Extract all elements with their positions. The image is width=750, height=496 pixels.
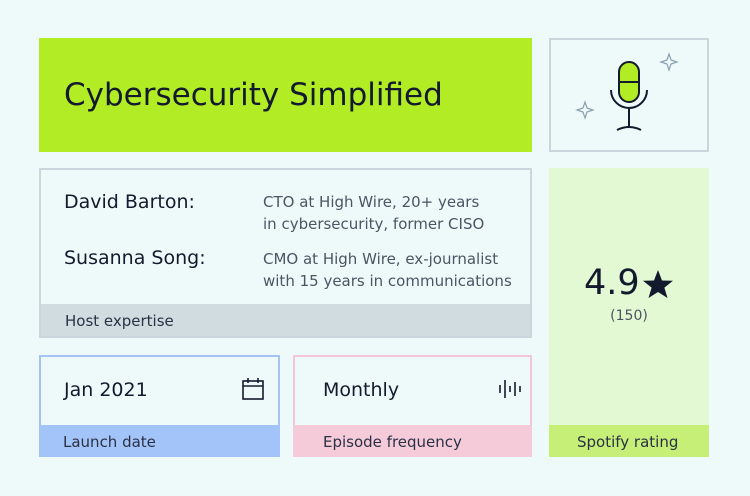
- mic-card: [549, 38, 709, 152]
- rating-card: 4.9 (150) Spotify rating: [549, 168, 709, 457]
- footer: Launch date: [39, 425, 280, 457]
- launch-value: Jan 2021: [64, 379, 148, 401]
- title: Cybersecurity Simplified: [64, 77, 443, 113]
- frequency-card: Monthly Episode frequency: [293, 355, 532, 457]
- footer: Spotify rating: [549, 425, 709, 457]
- host-bio: with 15 years in communications: [263, 272, 512, 290]
- rating-value: 4.9: [584, 263, 640, 303]
- card-label: Spotify rating: [577, 433, 679, 451]
- calendar-icon: [242, 378, 264, 400]
- hosts-card: David Barton: CTO at High Wire, 20+ year…: [39, 168, 532, 338]
- footer: Host expertise: [41, 304, 530, 336]
- mic-icon: [575, 52, 679, 131]
- star-icon: [643, 270, 673, 298]
- host-bio: in cybersecurity, former CISO: [263, 215, 485, 233]
- host-bio: CTO at High Wire, 20+ years: [263, 193, 480, 211]
- title-card: Cybersecurity Simplified: [39, 38, 532, 152]
- footer: Episode frequency: [293, 425, 532, 457]
- rating-count: (150): [610, 308, 648, 324]
- frequency-value: Monthly: [323, 379, 400, 401]
- host-bio: CMO at High Wire, ex-journalist: [263, 250, 499, 268]
- waveform-icon: [499, 380, 521, 398]
- host-name: David Barton:: [64, 191, 195, 213]
- launch-card: Jan 2021 Launch date: [39, 355, 280, 457]
- card-label: Episode frequency: [323, 433, 462, 451]
- card-label: Launch date: [63, 433, 156, 451]
- host-name: Susanna Song:: [64, 247, 206, 269]
- card-label: Host expertise: [65, 312, 174, 330]
